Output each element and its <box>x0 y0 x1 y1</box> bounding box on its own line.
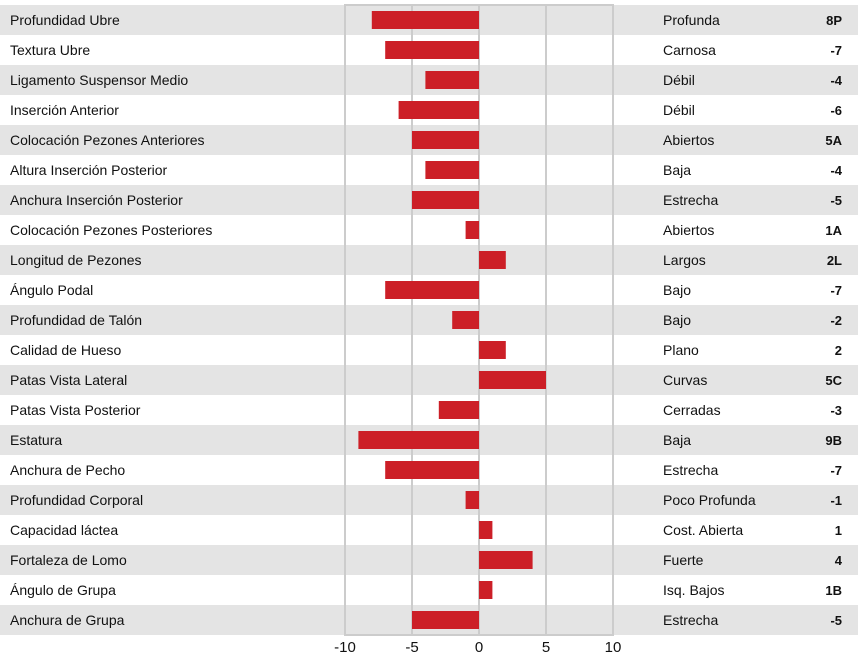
score-label: -3 <box>830 403 842 418</box>
score-label: 1B <box>825 583 842 598</box>
bar <box>465 491 479 509</box>
score-label: 1A <box>825 223 842 238</box>
bar <box>385 461 479 479</box>
trait-label: Profundidad de Talón <box>10 312 142 328</box>
trait-label: Profundidad Corporal <box>10 492 143 508</box>
descriptor-label: Estrecha <box>663 612 718 628</box>
trait-label: Calidad de Hueso <box>10 342 122 358</box>
bar <box>412 131 479 149</box>
descriptor-label: Fuerte <box>663 552 704 568</box>
x-axis-ticks: -10 -5 0 5 10 <box>334 639 621 656</box>
trait-label: Anchura de Grupa <box>10 612 125 628</box>
bars <box>358 11 546 629</box>
descriptor-label: Largos <box>663 252 706 268</box>
bar <box>438 401 479 419</box>
trait-label: Patas Vista Posterior <box>10 402 141 418</box>
trait-label: Longitud de Pezones <box>10 252 142 268</box>
descriptor-label: Baja <box>663 432 691 448</box>
descriptor-label: Isq. Bajos <box>663 582 724 598</box>
bar <box>479 521 493 539</box>
x-tick-label: 10 <box>605 639 622 656</box>
descriptor-label: Débil <box>663 102 695 118</box>
descriptor-label: Carnosa <box>663 42 716 58</box>
descriptor-label: Bajo <box>663 282 691 298</box>
score-label: 1 <box>835 523 842 538</box>
descriptor-label: Profunda <box>663 12 720 28</box>
bar <box>479 251 506 269</box>
score-label: 2L <box>827 253 842 268</box>
trait-label: Colocación Pezones Posteriores <box>10 222 212 238</box>
score-label: 4 <box>835 553 843 568</box>
bar <box>479 341 506 359</box>
trait-label: Fortaleza de Lomo <box>10 552 127 568</box>
descriptor-label: Débil <box>663 72 695 88</box>
bar <box>425 161 479 179</box>
trait-label: Ligamento Suspensor Medio <box>10 72 188 88</box>
score-label: 2 <box>835 343 842 358</box>
bar <box>385 41 479 59</box>
score-label: -7 <box>830 43 842 58</box>
row-shading <box>0 5 858 635</box>
score-label: 5A <box>825 133 842 148</box>
descriptor-label: Estrecha <box>663 462 718 478</box>
score-label: -4 <box>830 163 842 178</box>
trait-label: Anchura Inserción Posterior <box>10 192 183 208</box>
trait-label: Inserción Anterior <box>10 102 119 118</box>
bar <box>412 191 479 209</box>
score-label: 8P <box>826 13 842 28</box>
score-label: -5 <box>830 193 842 208</box>
trait-label: Profundidad Ubre <box>10 12 120 28</box>
descriptor-label: Bajo <box>663 312 691 328</box>
descriptor-label: Estrecha <box>663 192 718 208</box>
score-label: -1 <box>830 493 842 508</box>
descriptor-label: Cerradas <box>663 402 721 418</box>
trait-label: Estatura <box>10 432 62 448</box>
bar <box>412 611 479 629</box>
bar <box>358 431 479 449</box>
trait-label: Ángulo Podal <box>10 282 93 298</box>
score-label: -4 <box>830 73 842 88</box>
score-label: 5C <box>825 373 842 388</box>
bar <box>398 101 479 119</box>
bar <box>385 281 479 299</box>
plot-border <box>344 4 614 636</box>
score-label: -7 <box>830 463 842 478</box>
bar <box>371 11 479 29</box>
x-tick-label: -5 <box>405 639 418 656</box>
descriptor-label: Abiertos <box>663 132 714 148</box>
x-tick-label: 0 <box>475 639 483 656</box>
bar <box>452 311 479 329</box>
labels: Profundidad Ubre Profunda 8P Textura Ubre Ca… <box>10 12 843 628</box>
score-label: -6 <box>830 103 842 118</box>
trait-label: Ángulo de Grupa <box>10 582 116 598</box>
descriptor-label: Baja <box>663 162 691 178</box>
descriptor-label: Poco Profunda <box>663 492 756 508</box>
score-label: 9B <box>825 433 842 448</box>
trait-label: Anchura de Pecho <box>10 462 125 478</box>
trait-label: Altura Inserción Posterior <box>10 162 168 178</box>
x-tick-label: -10 <box>334 639 356 656</box>
trait-label: Colocación Pezones Anteriores <box>10 132 205 148</box>
descriptor-label: Plano <box>663 342 699 358</box>
score-label: -5 <box>830 613 842 628</box>
trait-label: Capacidad láctea <box>10 522 118 538</box>
trait-label: Patas Vista Lateral <box>10 372 127 388</box>
descriptor-label: Curvas <box>663 372 707 388</box>
bar <box>479 551 533 569</box>
x-tick-label: 5 <box>542 639 550 656</box>
bar <box>465 221 479 239</box>
trait-label: Textura Ubre <box>10 42 90 58</box>
score-label: -7 <box>830 283 842 298</box>
score-label: -2 <box>830 313 842 328</box>
bar <box>479 581 493 599</box>
bar <box>479 371 546 389</box>
descriptor-label: Cost. Abierta <box>663 522 743 538</box>
bar <box>425 71 479 89</box>
descriptor-label: Abiertos <box>663 222 714 238</box>
